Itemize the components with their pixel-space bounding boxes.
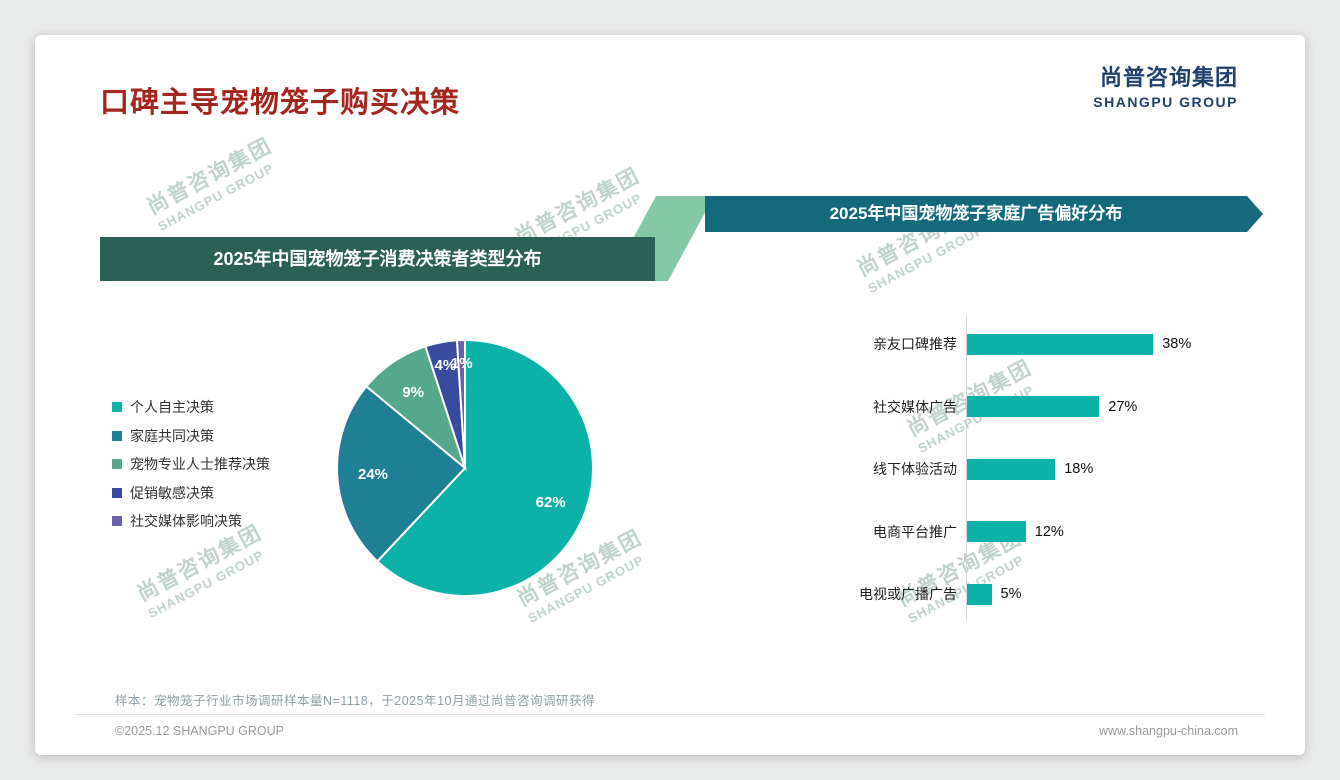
footer-website: www.shangpu-china.com	[1099, 724, 1238, 738]
pie-slice-0	[375, 338, 594, 597]
legend-swatch	[112, 516, 122, 527]
slide-card: 尚普咨询集团 SHANGPU GROUP 尚普咨询集团 SHANGPU GROUP 尚普…	[35, 35, 1305, 755]
legend-swatch	[112, 459, 122, 470]
bar-row: 社交媒体广告 27%	[677, 376, 1257, 439]
legend-item: 社交媒体影响决策	[112, 507, 270, 536]
legend-label: 家庭共同决策	[130, 427, 214, 444]
footer-copyright: ©2025.12 SHANGPU GROUP	[115, 724, 284, 738]
legend-swatch	[112, 402, 122, 413]
bar	[967, 521, 1026, 543]
bar-chart: 亲友口碑推荐 38% 社交媒体广告 27% 线下体验活动 18% 电商平台推广 12% 电视或广…	[677, 313, 1257, 626]
bar-category-label: 电商平台推广	[873, 523, 957, 540]
pie-chart: 62% 24% 9% 4%1%	[336, 338, 594, 597]
legend-label: 促销敏感决策	[130, 484, 214, 501]
legend-label: 社交媒体影响决策	[130, 513, 242, 530]
pie-chart-title: 2025年中国宠物笼子消费决策者类型分布	[213, 249, 542, 269]
legend-label: 宠物专业人士推荐决策	[130, 456, 270, 473]
bar-chart-axis-line	[966, 315, 967, 621]
bar-category-label: 电视或广播广告	[859, 586, 957, 603]
bar-chart-title: 2025年中国宠物笼子家庭广告偏好分布	[829, 204, 1123, 223]
legend-swatch	[112, 487, 122, 498]
pie-chart-title-banner: 2025年中国宠物笼子消费决策者类型分布	[100, 237, 655, 281]
bar-value-label: 27%	[1108, 398, 1138, 415]
company-logo: 尚普咨询集团 SHANGPU GROUP	[1093, 60, 1238, 110]
pie-data-label: 4%	[434, 357, 456, 374]
pie-data-label: 9%	[402, 384, 424, 401]
bar-row: 电视或广播广告 5%	[677, 563, 1257, 626]
slide-content: 口碑主导宠物笼子购买决策 尚普咨询集团 SHANGPU GROUP 2025年中…	[35, 35, 1305, 755]
bar	[967, 583, 992, 605]
legend-item: 家庭共同决策	[112, 422, 270, 451]
footer-divider	[75, 714, 1265, 715]
bar	[967, 458, 1056, 480]
logo-chinese-text: 尚普咨询集团	[1099, 65, 1238, 90]
pie-data-label: 1%	[451, 355, 473, 372]
page-title: 口碑主导宠物笼子购买决策	[100, 87, 461, 119]
bar-value-label: 38%	[1162, 336, 1192, 353]
bar-value-label: 12%	[1034, 523, 1064, 540]
bar	[967, 333, 1154, 355]
legend-item: 促销敏感决策	[112, 479, 270, 508]
pie-data-label: 62%	[536, 494, 566, 511]
legend-swatch	[112, 430, 122, 441]
pie-legend: 个人自主决策 家庭共同决策宠物专业人士推荐决策 促销敏感决策社交媒体影响决策	[112, 393, 270, 536]
bar-row: 线下体验活动 18%	[677, 438, 1257, 501]
bar-category-label: 线下体验活动	[873, 461, 957, 478]
pie-data-label: 24%	[358, 466, 388, 483]
bar-chart-title-banner: 2025年中国宠物笼子家庭广告偏好分布	[705, 196, 1263, 232]
bar-row: 亲友口碑推荐 38%	[677, 313, 1257, 376]
bar-category-label: 亲友口碑推荐	[873, 336, 957, 353]
bar-row: 电商平台推广 12%	[677, 501, 1257, 564]
bar	[967, 396, 1100, 418]
legend-item: 个人自主决策	[112, 393, 270, 422]
legend-label: 个人自主决策	[130, 399, 214, 416]
bar-category-label: 社交媒体广告	[873, 398, 957, 415]
logo-english-text: SHANGPU GROUP	[1093, 94, 1238, 110]
sample-footnote: 样本：宠物笼子行业市场调研样本量N=1118，于2025年10月通过尚普咨询调研…	[115, 694, 595, 708]
pie-slice-1	[336, 385, 467, 563]
bar-value-label: 5%	[1000, 586, 1022, 603]
bar-value-label: 18%	[1064, 461, 1094, 478]
pie-slice-4	[455, 338, 466, 469]
legend-item: 宠物专业人士推荐决策	[112, 450, 270, 479]
